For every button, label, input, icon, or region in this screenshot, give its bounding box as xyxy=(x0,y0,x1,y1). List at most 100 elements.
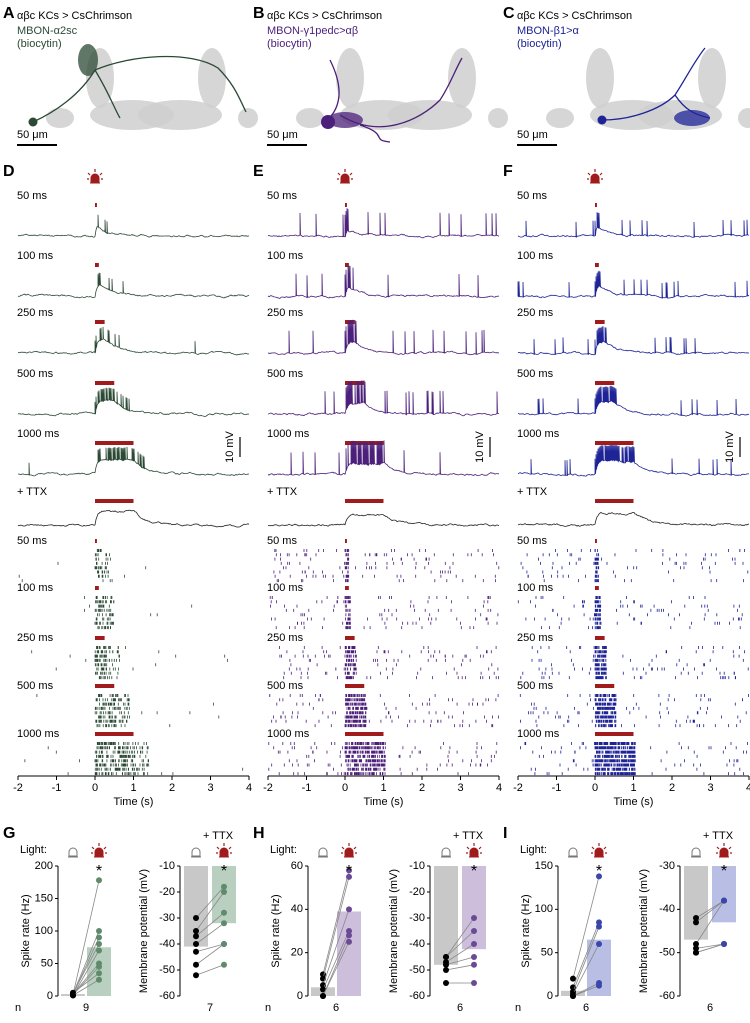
ttx-label: + TTX xyxy=(517,486,548,498)
panel-letter: F xyxy=(503,163,513,180)
light-on-icon xyxy=(219,847,229,858)
duration-label: 1000 ms xyxy=(17,728,60,740)
raster-sweep xyxy=(94,706,130,710)
voltage-trace xyxy=(517,444,750,477)
raster-sweep xyxy=(314,724,494,728)
light-on-icon xyxy=(469,847,479,858)
y-axis-label: Membrane potential (mV) xyxy=(388,869,400,993)
pair-line xyxy=(445,964,475,971)
data-point xyxy=(721,897,727,904)
raster-sweep xyxy=(276,702,484,706)
x-tick-label: 0 xyxy=(92,782,98,794)
pair-line xyxy=(72,966,100,995)
y-tick-label: -20 xyxy=(159,886,175,898)
stim-bar xyxy=(95,320,105,324)
light-rays xyxy=(466,843,482,854)
y-axis-label: Spike rate (Hz) xyxy=(270,894,282,967)
raster-sweep xyxy=(84,608,112,612)
raster-sweep xyxy=(276,579,496,583)
data-point xyxy=(221,941,227,947)
data-point xyxy=(320,993,326,999)
neuron-soma xyxy=(321,115,335,129)
stain-label: (biocytin) xyxy=(17,38,62,50)
data-point xyxy=(471,980,477,986)
stim-bar xyxy=(345,499,384,503)
raster-sweep xyxy=(288,667,499,671)
raster-sweep xyxy=(538,667,749,671)
voltage-trace xyxy=(267,380,500,417)
pair-line xyxy=(195,922,225,945)
raster-sweep xyxy=(274,574,496,578)
neuron-morphology xyxy=(32,55,247,123)
duration-label: 50 ms xyxy=(17,535,47,547)
raster-sweep xyxy=(297,621,498,625)
stim-bar xyxy=(95,263,99,267)
raster-sweep xyxy=(312,706,417,710)
raster-sweep xyxy=(94,566,147,570)
bar xyxy=(684,866,708,940)
raster-sweep xyxy=(557,613,743,617)
n-value: 6 xyxy=(457,1002,463,1014)
significance: * xyxy=(596,863,602,880)
data-point xyxy=(193,933,199,940)
raster-sweep xyxy=(275,553,494,557)
duration-label: 50 ms xyxy=(517,535,547,547)
pair-line xyxy=(445,956,475,966)
raster-sweep xyxy=(277,750,497,754)
light-off-icon xyxy=(441,847,451,858)
duration-label: 500 ms xyxy=(17,680,54,692)
raster-sweep xyxy=(551,663,705,667)
light-on-icon xyxy=(344,847,354,858)
y-axis-label: Spike rate (Hz) xyxy=(520,894,532,967)
raster-sweep xyxy=(559,763,735,767)
duration-label: 100 ms xyxy=(517,250,554,262)
duration-label: 50 ms xyxy=(267,190,297,202)
n-value: 6 xyxy=(333,1002,339,1014)
raster-sweep xyxy=(94,621,114,625)
raster-sweep xyxy=(525,617,742,621)
raster-sweep xyxy=(273,715,499,719)
n-label: n xyxy=(15,1002,21,1014)
bar xyxy=(462,866,486,950)
light-off-icon xyxy=(191,847,201,858)
raster-sweep xyxy=(271,617,488,621)
chart-title: + TTX xyxy=(703,830,734,842)
genotype: αβc KCs > CsChrimson xyxy=(517,10,632,22)
raster-sweep xyxy=(552,608,738,612)
data-point xyxy=(96,928,102,934)
raster-sweep xyxy=(269,694,499,697)
voltage-trace xyxy=(17,272,250,299)
x-tick-label: 2 xyxy=(169,782,175,794)
raster-sweep xyxy=(95,698,130,702)
data-point xyxy=(193,941,199,947)
x-tick-label: 3 xyxy=(707,782,713,794)
raster-sweep xyxy=(96,646,126,649)
pair-line xyxy=(572,926,600,992)
stim-bar xyxy=(95,381,115,385)
raster-sweep xyxy=(85,658,228,662)
raster-sweep xyxy=(306,754,495,758)
data-point xyxy=(443,980,449,986)
data-point xyxy=(443,967,449,973)
raster-sweep xyxy=(96,724,171,728)
pair-line xyxy=(695,900,725,919)
stim-bar xyxy=(595,441,634,445)
raster-sweep xyxy=(84,596,113,599)
y-tick-label: 150 xyxy=(35,892,53,904)
pair-line xyxy=(195,886,225,919)
x-tick-label: 4 xyxy=(246,782,252,794)
duration-label: 250 ms xyxy=(517,307,554,319)
y-tick-label: 0 xyxy=(547,990,553,1002)
data-point xyxy=(443,954,449,960)
pair-line xyxy=(445,917,475,958)
x-tick-label: -2 xyxy=(263,782,273,794)
stim-bar xyxy=(595,732,634,736)
scale-label: 50 μm xyxy=(17,129,48,141)
brain-lobe xyxy=(586,48,614,108)
bar xyxy=(434,866,458,965)
light-on-icon xyxy=(590,173,600,184)
voltage-trace xyxy=(267,319,500,356)
light-on-icon xyxy=(90,173,100,184)
data-point xyxy=(96,941,102,947)
raster-sweep xyxy=(95,671,119,675)
